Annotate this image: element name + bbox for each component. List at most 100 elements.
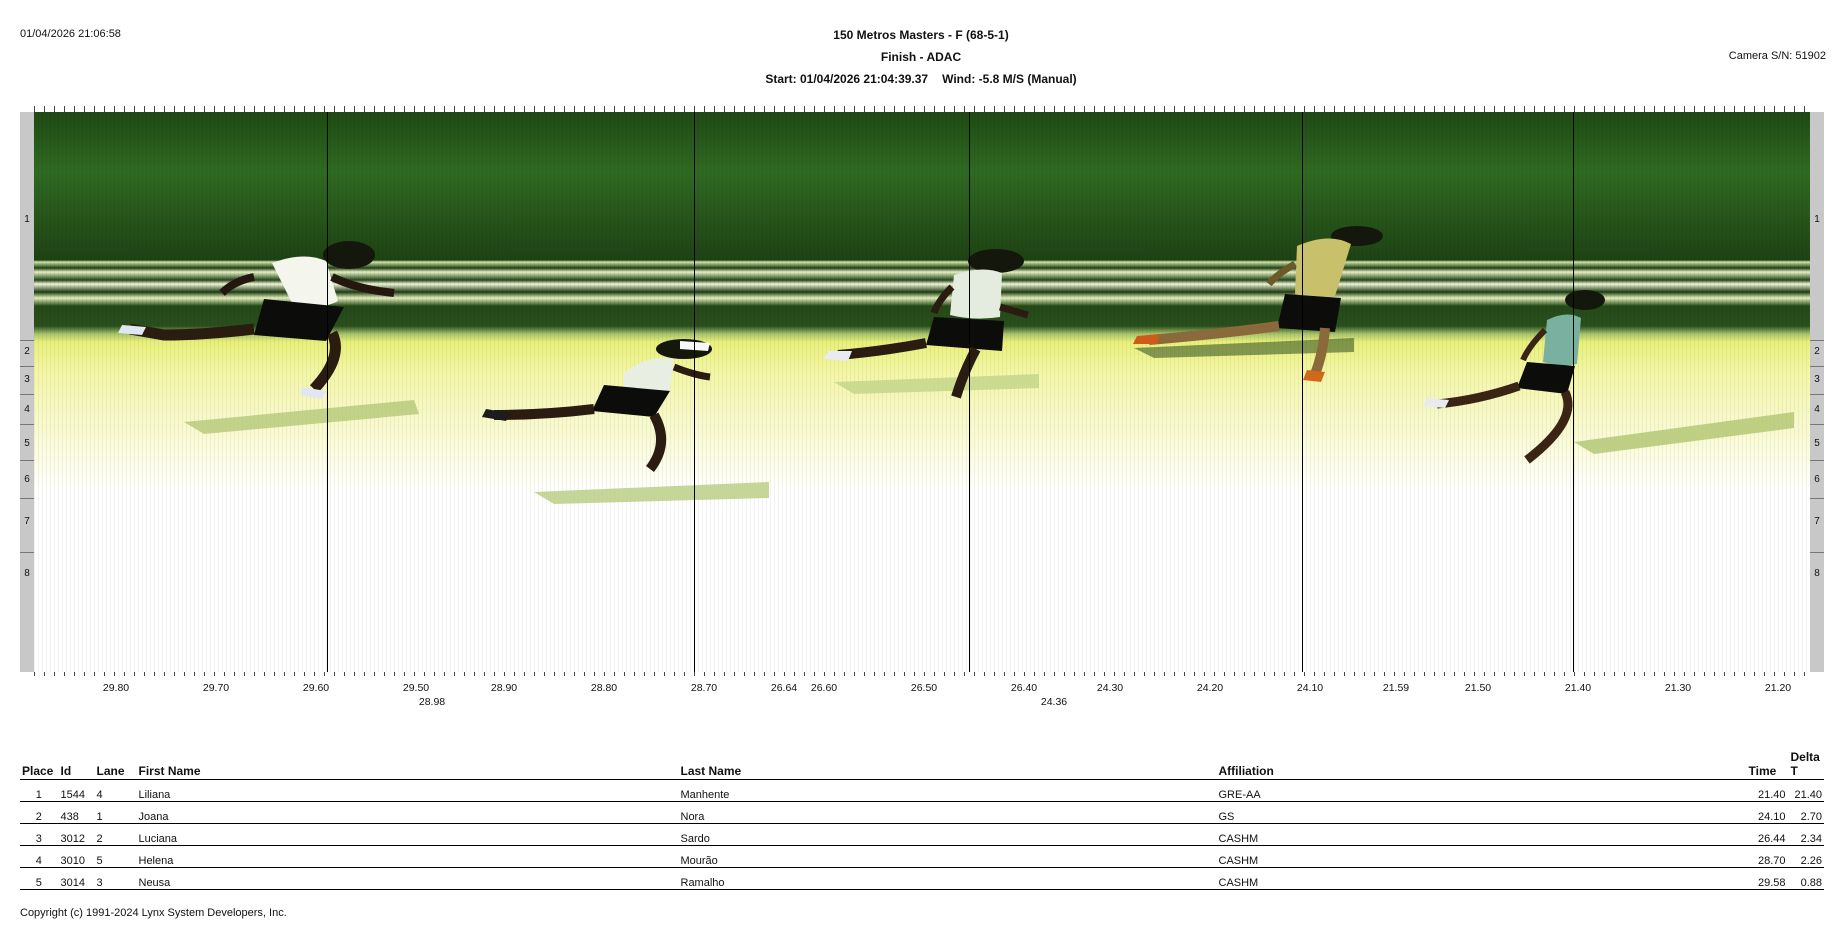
lane-label: 7	[24, 516, 30, 527]
cell-time: 24.10	[1745, 801, 1788, 824]
cell-delta: 2.26	[1787, 845, 1824, 868]
column-header-first-name[interactable]: First Name	[135, 750, 678, 780]
cell-last-name: Sardo	[677, 823, 1216, 846]
start-wind-line: Start: 01/04/2026 21:04:39.37 Wind: -5.8 …	[0, 68, 1842, 90]
column-header-affiliation[interactable]: Affiliation	[1215, 750, 1746, 780]
cell-place: 4	[20, 845, 58, 868]
finish-cursor-line[interactable]	[1302, 112, 1303, 672]
time-axis-label: 29.70	[202, 682, 230, 694]
finish-scene	[34, 112, 1810, 672]
cell-lane: 5	[93, 845, 136, 868]
track-shadows	[184, 338, 1794, 504]
time-axis-label: 26.40	[1010, 682, 1038, 694]
lane-label: 4	[1814, 404, 1820, 415]
results-header-row: Place Id Lane First Name Last Name Affil…	[20, 750, 1824, 780]
results-table: Place Id Lane First Name Last Name Affil…	[20, 750, 1824, 890]
wind-reading: Wind: -5.8 M/S (Manual)	[942, 72, 1077, 86]
cell-lane: 4	[93, 779, 136, 802]
finish-cursor-line[interactable]	[694, 112, 695, 672]
time-axis: 29.80 29.70 29.60 29.50 28.90 28.80 28.7…	[34, 672, 1810, 712]
cell-first-name: Luciana	[135, 823, 678, 846]
lane-label: 6	[1814, 474, 1820, 485]
cell-delta: 2.70	[1787, 801, 1824, 824]
cell-id: 3012	[57, 823, 94, 846]
runner-silhouette	[824, 249, 1029, 399]
time-axis-label: 21.20	[1764, 682, 1792, 694]
table-row[interactable]: 1 1544 4 Liliana Manhente GRE-AA 21.40 2…	[20, 779, 1824, 802]
lane-divider	[1810, 340, 1824, 341]
runner-silhouette	[1423, 290, 1605, 464]
lane-label: 5	[1814, 438, 1820, 449]
cell-first-name: Liliana	[135, 779, 678, 802]
lane-divider	[1810, 498, 1824, 499]
time-axis-label: 28.90	[490, 682, 518, 694]
lane-divider	[20, 498, 34, 499]
top-tick-ruler	[34, 106, 1810, 112]
finish-cursor-line[interactable]	[327, 112, 328, 672]
time-axis-label: 21.50	[1464, 682, 1492, 694]
cell-affiliation: CASHM	[1215, 845, 1746, 868]
lane-label: 7	[1814, 516, 1820, 527]
copyright-notice: Copyright (c) 1991-2024 Lynx System Deve…	[20, 907, 287, 919]
cell-delta: 21.40	[1787, 779, 1824, 802]
cell-place: 1	[20, 779, 58, 802]
time-axis-label: 26.64	[770, 682, 798, 694]
table-row[interactable]: 3 3012 2 Luciana Sardo CASHM 26.44 2.34	[20, 823, 1824, 846]
cell-place: 5	[20, 867, 58, 890]
lane-label: 1	[24, 214, 30, 225]
cell-affiliation: CASHM	[1215, 823, 1746, 846]
cell-last-name: Nora	[677, 801, 1216, 824]
lane-divider	[1810, 366, 1824, 367]
lane-divider	[20, 366, 34, 367]
event-title: 150 Metros Masters - F (68-5-1)	[833, 28, 1009, 42]
lane-divider	[1810, 552, 1824, 553]
lane-divider	[20, 460, 34, 461]
time-axis-label: 24.30	[1096, 682, 1124, 694]
cell-id: 3014	[57, 867, 94, 890]
photo-finish-image[interactable]: 1 2 3 4 5 6 7 8	[20, 112, 1824, 672]
time-axis-label: 21.40	[1564, 682, 1592, 694]
lane-label: 2	[1814, 346, 1820, 357]
column-header-delta[interactable]: Delta T	[1787, 750, 1824, 780]
cell-time: 21.40	[1745, 779, 1788, 802]
column-header-place[interactable]: Place	[20, 750, 58, 780]
cell-first-name: Neusa	[135, 867, 678, 890]
table-row[interactable]: 2 438 1 Joana Nora GS 24.10 2.70	[20, 801, 1824, 824]
cell-last-name: Ramalho	[677, 867, 1216, 890]
column-header-time[interactable]: Time	[1745, 750, 1788, 780]
cell-time: 26.44	[1745, 823, 1788, 846]
table-row[interactable]: 4 3010 5 Helena Mourão CASHM 28.70 2.26	[20, 845, 1824, 868]
time-axis-label: 29.50	[402, 682, 430, 694]
cell-place: 3	[20, 823, 58, 846]
lane-divider	[1810, 424, 1824, 425]
lane-label: 8	[24, 568, 30, 579]
time-axis-label: 29.80	[102, 682, 130, 694]
time-axis-sublabel: 28.98	[418, 696, 446, 708]
column-header-id[interactable]: Id	[57, 750, 94, 780]
lane-strip-left: 1 2 3 4 5 6 7 8	[20, 112, 34, 672]
lane-divider	[20, 394, 34, 395]
lane-label: 4	[24, 404, 30, 415]
cell-delta: 0.88	[1787, 867, 1824, 890]
lane-label: 3	[24, 374, 30, 385]
finish-cursor-line[interactable]	[969, 112, 970, 672]
start-time: Start: 01/04/2026 21:04:39.37	[765, 72, 929, 86]
time-axis-label: 24.20	[1196, 682, 1224, 694]
cell-last-name: Manhente	[677, 779, 1216, 802]
table-row[interactable]: 5 3014 3 Neusa Ramalho CASHM 29.58 0.88	[20, 867, 1824, 890]
column-header-lane[interactable]: Lane	[93, 750, 136, 780]
finish-cursor-line[interactable]	[1573, 112, 1574, 672]
lane-label: 3	[1814, 374, 1820, 385]
race-header: 150 Metros Masters - F (68-5-1) Finish -…	[0, 24, 1842, 90]
runner-silhouette	[482, 339, 712, 473]
cell-id: 3010	[57, 845, 94, 868]
cell-lane: 2	[93, 823, 136, 846]
time-axis-label: 26.50	[910, 682, 938, 694]
time-axis-label: 24.10	[1296, 682, 1324, 694]
cell-id: 438	[57, 801, 94, 824]
column-header-last-name[interactable]: Last Name	[677, 750, 1216, 780]
cell-first-name: Helena	[135, 845, 678, 868]
runner-silhouette	[118, 241, 395, 399]
cell-id: 1544	[57, 779, 94, 802]
lane-divider	[1810, 394, 1824, 395]
